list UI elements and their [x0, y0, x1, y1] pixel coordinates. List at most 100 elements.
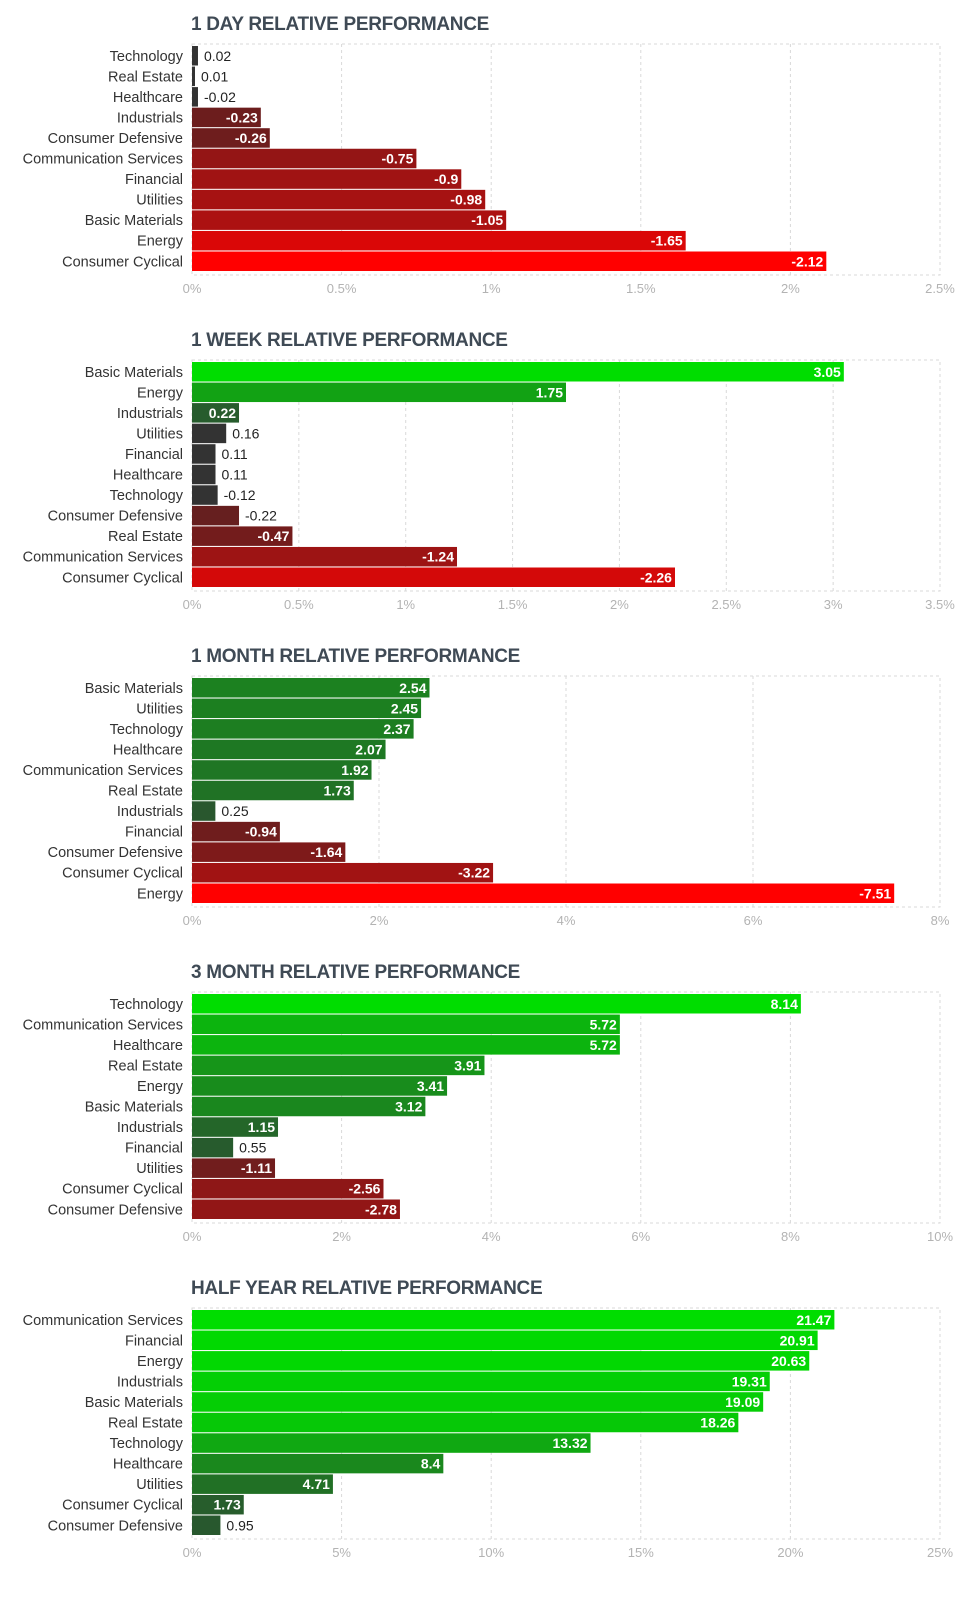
category-label: Utilities [136, 1161, 183, 1177]
chart-title: 1 DAY RELATIVE PERFORMANCE [191, 14, 490, 35]
category-label: Basic Materials [85, 213, 183, 229]
x-tick-label: 0% [183, 1545, 202, 1560]
bar [192, 444, 216, 464]
value-label: 5.72 [590, 1037, 617, 1053]
category-label: Real Estate [108, 1416, 183, 1432]
category-label: Healthcare [113, 468, 183, 484]
x-tick-label: 0% [183, 913, 202, 928]
bar [192, 719, 414, 739]
category-label: Technology [110, 722, 184, 738]
value-label: 1.15 [248, 1119, 275, 1135]
x-tick-label: 2% [781, 281, 800, 296]
bar [192, 994, 801, 1014]
x-tick-label: 8% [931, 913, 950, 928]
bar [192, 801, 216, 821]
category-label: Consumer Defensive [48, 131, 183, 147]
x-tick-label: 1% [396, 597, 415, 612]
bar [192, 546, 458, 567]
category-label: Energy [137, 1079, 184, 1095]
category-label: Consumer Cyclical [62, 1498, 183, 1514]
value-label: -2.26 [640, 569, 672, 585]
bar [192, 739, 386, 760]
bar [192, 1096, 426, 1117]
value-label: -2.78 [365, 1201, 397, 1217]
value-label: 8.4 [421, 1456, 441, 1472]
x-tick-label: 3% [824, 597, 843, 612]
bar [192, 230, 686, 251]
category-label: Consumer Defensive [48, 1202, 183, 1218]
category-label: Basic Materials [85, 1100, 183, 1116]
bar [192, 1199, 400, 1219]
category-label: Communication Services [23, 550, 183, 566]
chart-title: 1 WEEK RELATIVE PERFORMANCE [191, 330, 508, 351]
bar [192, 526, 293, 546]
value-label: -2.12 [791, 253, 823, 269]
value-label: 1.92 [341, 762, 368, 778]
category-label: Energy [137, 886, 184, 902]
x-tick-label: 0% [183, 597, 202, 612]
category-label: Technology [110, 997, 184, 1013]
value-label: -1.64 [310, 844, 342, 860]
category-label: Industrials [117, 804, 183, 820]
x-tick-label: 1.5% [498, 597, 528, 612]
bar [192, 1310, 835, 1330]
bar [192, 1158, 276, 1178]
category-label: Healthcare [113, 1457, 183, 1473]
category-label: Energy [137, 234, 184, 250]
bar [192, 210, 507, 230]
bar [192, 148, 417, 169]
bar [192, 189, 486, 210]
category-label: Communication Services [23, 1313, 183, 1329]
value-label: 0.95 [226, 1517, 253, 1533]
category-label: Basic Materials [85, 1395, 183, 1411]
value-label: 19.31 [732, 1373, 767, 1389]
category-label: Healthcare [113, 90, 183, 106]
chart-title: 1 MONTH RELATIVE PERFORMANCE [191, 646, 521, 667]
value-label: 0.02 [204, 48, 231, 64]
category-label: Industrials [117, 110, 183, 126]
value-label: -0.9 [434, 171, 458, 187]
category-label: Consumer Cyclical [62, 570, 183, 586]
bar [192, 1453, 444, 1474]
x-tick-label: 1.5% [626, 281, 656, 296]
bar [192, 1055, 485, 1076]
x-tick-label: 4% [557, 913, 576, 928]
category-label: Communication Services [23, 1017, 183, 1033]
x-tick-label: 20% [777, 1545, 803, 1560]
x-tick-label: 1% [482, 281, 501, 296]
bar [192, 698, 422, 719]
value-label: 0.25 [221, 803, 248, 819]
bar [192, 1392, 764, 1412]
value-label: 3.12 [395, 1099, 422, 1115]
value-label: -0.23 [226, 109, 258, 125]
category-label: Consumer Defensive [48, 1518, 183, 1534]
value-label: 1.73 [214, 1497, 241, 1513]
category-label: Communication Services [23, 152, 183, 168]
bar [192, 251, 827, 271]
value-label: -2.56 [349, 1181, 381, 1197]
value-label: -1.24 [422, 549, 454, 565]
bar [192, 760, 372, 780]
bar [192, 883, 895, 903]
value-label: -0.12 [224, 487, 256, 503]
category-label: Industrials [117, 1120, 183, 1136]
value-label: 8.14 [771, 996, 798, 1012]
x-tick-label: 10% [927, 1229, 953, 1244]
category-label: Financial [125, 447, 183, 463]
category-label: Industrials [117, 1374, 183, 1390]
bar [192, 862, 494, 883]
bar [192, 87, 198, 107]
category-label: Real Estate [108, 784, 183, 800]
x-tick-label: 3.5% [925, 597, 955, 612]
chart-svg-3-month: 0% 2% 4% 6% 8% 10% Technology 8.14 Communication… [23, 991, 953, 1244]
value-label: 3.05 [814, 364, 841, 380]
category-label: Healthcare [113, 1038, 183, 1054]
x-tick-label: 0% [183, 1229, 202, 1244]
category-label: Technology [110, 1436, 184, 1452]
x-tick-label: 10% [478, 1545, 504, 1560]
value-label: 2.54 [399, 680, 426, 696]
x-tick-label: 6% [631, 1229, 650, 1244]
x-tick-label: 0% [183, 281, 202, 296]
x-tick-label: 0.5% [327, 281, 357, 296]
